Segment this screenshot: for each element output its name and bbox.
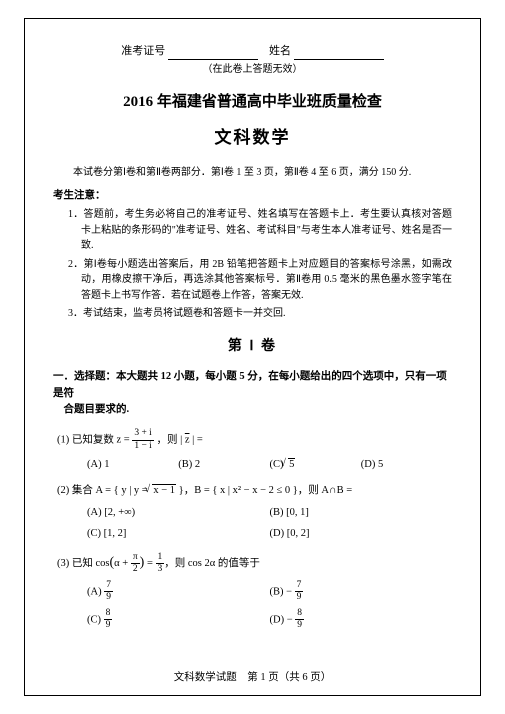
notice-item: 1．答题前，考生务必将自己的准考证号、姓名填写在答题卡上．考生要认真核对答题卡上… <box>68 207 452 254</box>
q1-stem-suffix: ，则 | z | = <box>156 435 202 446</box>
question-intro: 一．选择题：本大题共 12 小题，每小题 5 分，在每小题给出的四个选项中，只有… <box>53 369 452 419</box>
q2-choices: (A) [2, +∞) (B) [0, 1] (C) [1, 2] (D) [0… <box>87 505 452 543</box>
q3-val-frac: 13 <box>156 553 165 575</box>
choice-d: (D) [0, 2] <box>270 526 453 542</box>
notice-item: 2．第Ⅰ卷每小题选出答案后，用 2B 铅笔把答题卡上对应题目的答案标号涂黑，如需… <box>68 257 452 304</box>
blank-name <box>294 48 384 60</box>
question-1: (1) 已知复数 z = 3 + i 1 − i ，则 | z | = <box>57 429 452 451</box>
q-intro-rest: 合题目要求的. <box>64 404 130 415</box>
q3-suffix: ，则 cos 2α 的值等于 <box>164 558 260 569</box>
q2-stem-mid: }，B = { x | x² − x − 2 ≤ 0 }，则 A∩B = <box>176 485 352 496</box>
q1-stem-prefix: (1) 已知复数 z = <box>57 435 132 446</box>
choice-c: (C) [1, 2] <box>87 526 270 542</box>
label-id: 准考证号 <box>121 45 165 57</box>
q3-pi-frac: π2 <box>131 553 140 575</box>
choice-c: (C) 89 <box>87 609 270 631</box>
notice-list: 1．答题前，考生务必将自己的准考证号、姓名填写在答题卡上．考生要认真核对答题卡上… <box>53 207 452 322</box>
header-line: 准考证号 姓名 <box>53 43 452 60</box>
title-sub: 文科数学 <box>53 125 452 151</box>
sub-header: （在此卷上答题无效） <box>53 62 452 77</box>
title-main: 2016 年福建省普通高中毕业班质量检查 <box>53 91 452 114</box>
choice-b: (B) [0, 1] <box>270 505 453 521</box>
label-name: 姓名 <box>269 45 291 57</box>
q2-stem-prefix: (2) 集合 A = { y | y = <box>57 485 150 496</box>
q3-prefix: (3) 已知 cos <box>57 558 110 569</box>
question-3: (3) 已知 cos(α + π2) = 13，则 cos 2α 的值等于 <box>57 552 452 575</box>
question-2: (2) 集合 A = { y | y = x − 1 }，B = { x | x… <box>57 483 452 499</box>
choice-b: (B) 2 <box>178 457 269 473</box>
section-title: 第 Ⅰ 卷 <box>53 336 452 357</box>
notice-title: 考生注意： <box>53 188 452 204</box>
q1-frac: 3 + i 1 − i <box>132 429 154 451</box>
choice-a: (A) [2, +∞) <box>87 505 270 521</box>
q3-choices: (A) 79 (B) − 79 (C) 89 (D) − 89 <box>87 581 452 631</box>
blank-id <box>168 48 258 60</box>
choice-d: (D) − 89 <box>270 609 453 631</box>
choice-a: (A) 1 <box>87 457 178 473</box>
choice-d: (D) 5 <box>361 457 452 473</box>
page-footer: 文科数学试题 第 1 页（共 6 页） <box>0 669 505 684</box>
q-intro-bold: 一．选择题：本大题共 12 小题，每小题 5 分，在每小题给出的四个选项中，只有… <box>53 371 447 399</box>
q1-choices: (A) 1 (B) 2 (C) 5 (D) 5 <box>87 457 452 473</box>
notice-item: 3．考试结束，监考员将试题卷和答题卡一并交回. <box>68 306 452 322</box>
choice-a: (A) 79 <box>87 581 270 603</box>
intro-text: 本试卷分第Ⅰ卷和第Ⅱ卷两部分．第Ⅰ卷 1 至 3 页，第Ⅱ卷 4 至 6 页，满… <box>53 165 452 180</box>
choice-c: (C) 5 <box>270 457 361 473</box>
choice-b: (B) − 79 <box>270 581 453 603</box>
